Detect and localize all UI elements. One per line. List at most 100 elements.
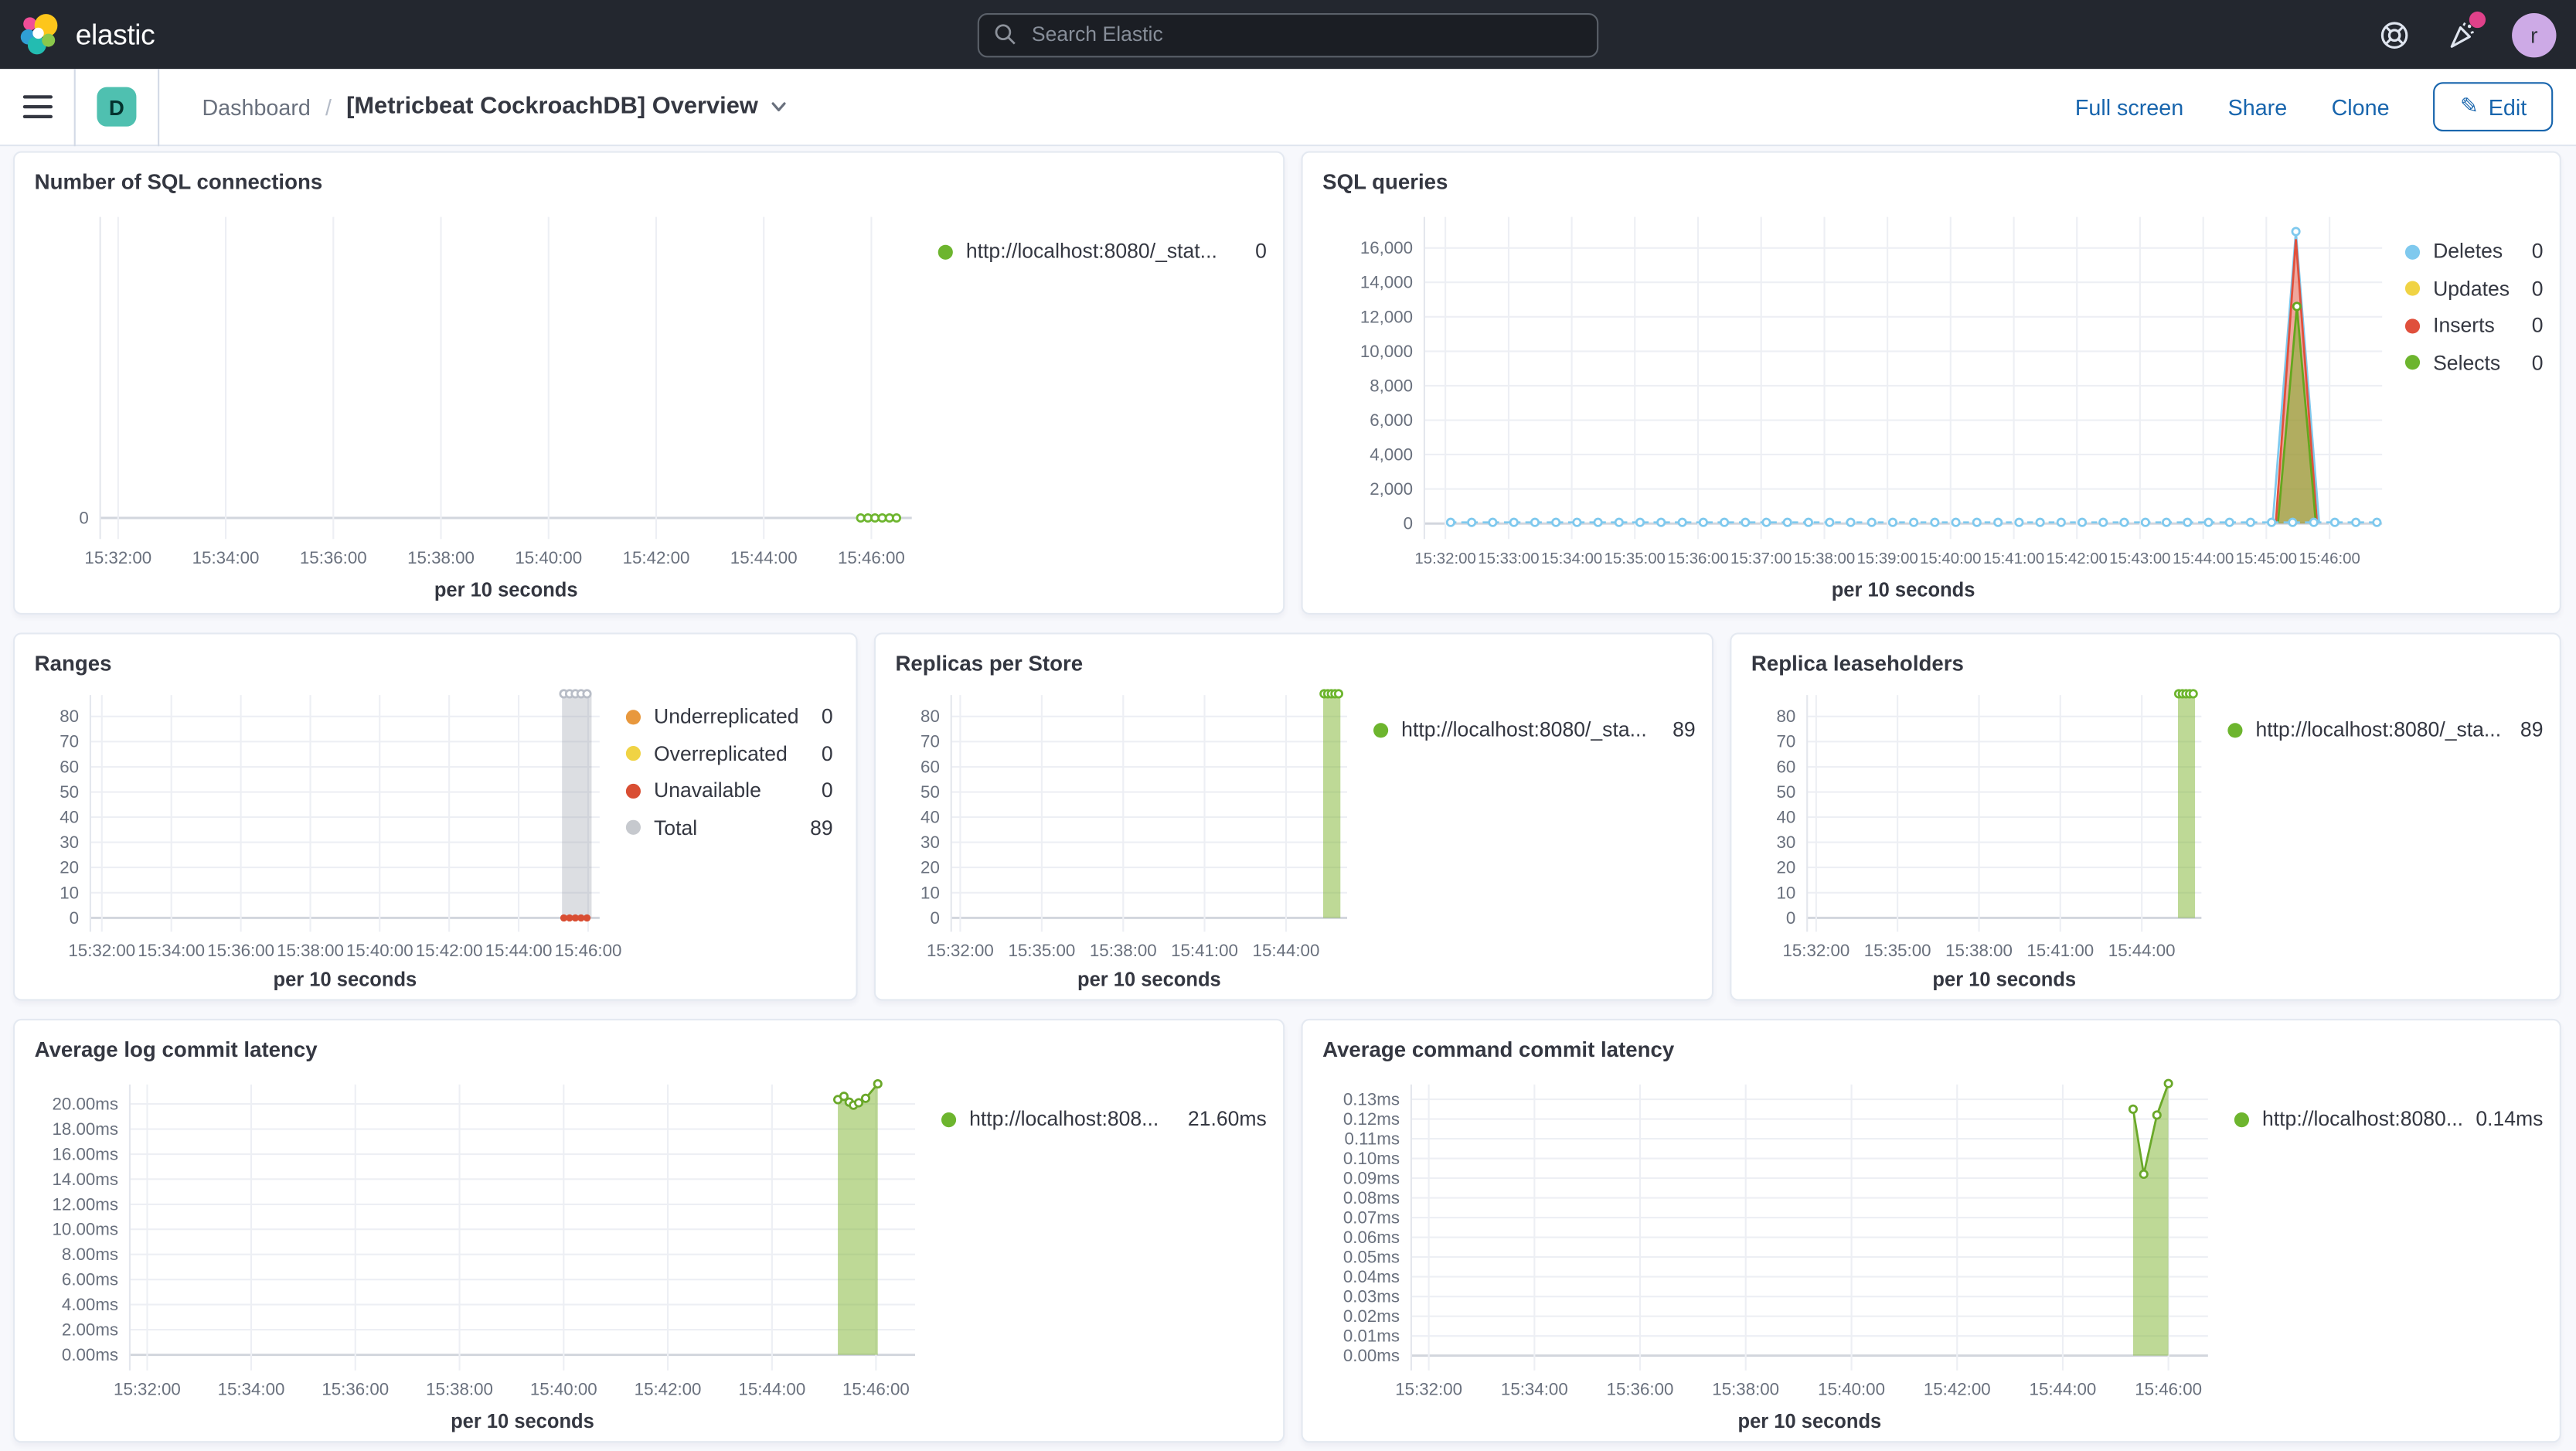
edit-button[interactable]: ✎ Edit [2433, 82, 2554, 132]
legend-item[interactable]: Inserts 0 [2404, 314, 2543, 337]
brand[interactable]: elastic [20, 13, 155, 56]
svg-text:50: 50 [60, 782, 79, 802]
svg-text:15:42:00: 15:42:00 [623, 548, 690, 567]
clone-button[interactable]: Clone [2331, 94, 2390, 120]
breadcrumb-dashboard[interactable]: Dashboard [202, 94, 311, 120]
svg-text:15:43:00: 15:43:00 [2109, 550, 2170, 567]
space-badge[interactable]: D [97, 87, 137, 127]
legend-item[interactable]: Unavailable 0 [625, 779, 833, 802]
svg-text:0.01ms: 0.01ms [1343, 1327, 1400, 1346]
panel-title: Replicas per Store [895, 650, 1084, 676]
panel-average-log-commit-latency: Average log commit latency 0.00ms 2.00ms 4… [13, 1018, 1285, 1443]
legend-item[interactable]: Total 89 [625, 816, 833, 840]
legend-color-dot [941, 1111, 957, 1127]
full-screen-button[interactable]: Full screen [2074, 94, 2184, 120]
search-input[interactable] [1028, 21, 1582, 48]
legend-item[interactable]: Selects 0 [2404, 350, 2543, 374]
chart-canvas[interactable]: 0 2,000 4,000 6,000 8,000 10,000 12,000 14,000 1… [1322, 204, 2392, 605]
legend-label: http://localhost:808... [969, 1107, 1159, 1131]
page-title[interactable]: [Metricbeat CockroachDB] Overview [346, 94, 789, 120]
newsfeed-button[interactable] [2445, 11, 2486, 51]
legend-value: 0 [2531, 240, 2544, 264]
svg-text:15:40:00: 15:40:00 [515, 548, 582, 567]
svg-text:40: 40 [920, 808, 940, 827]
svg-text:15:46:00: 15:46:00 [838, 548, 905, 567]
brand-name: elastic [75, 17, 155, 50]
svg-text:15:32:00: 15:32:00 [1395, 1380, 1462, 1399]
svg-text:0.13ms: 0.13ms [1343, 1089, 1400, 1109]
svg-text:80: 80 [60, 707, 79, 726]
legend-item[interactable]: http://localhost:8080/_stat... 0 [938, 240, 1267, 263]
legend-label: Deletes [2433, 240, 2503, 264]
panel-replicas-per-store: Replicas per Store 0 10 20 30 40 50 60 70 80 15:3… [873, 632, 1714, 1001]
menu-button[interactable] [22, 95, 53, 119]
global-search[interactable] [977, 12, 1599, 57]
legend-item[interactable]: http://localhost:8080/_sta... 89 [1373, 718, 1696, 741]
svg-text:10.00ms: 10.00ms [53, 1220, 119, 1239]
chart-canvas[interactable]: 0 10 20 30 40 50 60 70 80 15:32:00 15:35:00 15:38:0… [895, 685, 1360, 994]
chart-canvas[interactable]: 0 10 20 30 40 50 60 70 80 15:32:00 15:34:00 15:36:0… [35, 685, 621, 994]
svg-text:30: 30 [920, 833, 940, 852]
svg-text:2,000: 2,000 [1370, 479, 1413, 499]
chart-legend: Deletes 0 Updates 0 Inserts 0 Selects 0 [2404, 204, 2544, 605]
svg-text:15:33:00: 15:33:00 [1478, 550, 1539, 567]
chart-canvas[interactable]: 0.00ms 2.00ms 4.00ms 6.00ms 8.00ms 10.00ms 12.… [35, 1071, 928, 1436]
panel-title: Number of SQL connections [34, 169, 323, 194]
edit-button-label: Edit [2488, 94, 2527, 120]
global-header: elastic [0, 0, 2576, 70]
svg-text:60: 60 [920, 757, 940, 776]
chart-legend: http://localhost:8080... 0.14ms [2234, 1071, 2543, 1436]
svg-text:16.00ms: 16.00ms [53, 1144, 119, 1163]
svg-text:10,000: 10,000 [1360, 342, 1413, 361]
svg-text:0: 0 [1404, 514, 1413, 533]
share-button[interactable]: Share [2227, 94, 2288, 120]
svg-text:15:41:00: 15:41:00 [1983, 550, 2044, 567]
svg-text:20.00ms: 20.00ms [53, 1094, 119, 1113]
svg-text:15:36:00: 15:36:00 [1667, 550, 1728, 567]
svg-text:15:44:00: 15:44:00 [2030, 1380, 2097, 1399]
svg-text:12,000: 12,000 [1360, 307, 1413, 326]
legend-label: Selects [2433, 350, 2501, 374]
svg-text:15:40:00: 15:40:00 [1818, 1380, 1885, 1399]
svg-text:15:42:00: 15:42:00 [416, 941, 483, 960]
svg-text:15:34:00: 15:34:00 [138, 941, 205, 960]
chart-canvas[interactable]: 0.00ms0.01ms0.02ms0.03ms0.04ms0.05ms0.06… [1322, 1071, 2221, 1436]
svg-text:8,000: 8,000 [1370, 376, 1413, 395]
svg-text:15:42:00: 15:42:00 [2047, 550, 2108, 567]
svg-text:80: 80 [1777, 707, 1796, 726]
breadcrumb: Dashboard / [Metricbeat CockroachDB] Ove… [202, 94, 789, 120]
panel-title: SQL queries [1322, 169, 1448, 194]
chart-canvas[interactable]: 0 10 20 30 40 50 60 70 80 15:32:00 15:35:00 15:38:0… [1751, 685, 2214, 994]
legend-color-dot [2404, 318, 2421, 333]
svg-text:15:44:00: 15:44:00 [730, 548, 798, 567]
help-button[interactable] [2377, 18, 2411, 51]
legend-label: Total [654, 816, 698, 840]
svg-text:15:44:00: 15:44:00 [485, 941, 553, 960]
legend-item[interactable]: Underreplicated 0 [625, 705, 833, 728]
svg-text:15:38:00: 15:38:00 [1090, 941, 1157, 960]
svg-text:20: 20 [1777, 858, 1796, 877]
legend-item[interactable]: http://localhost:808... 21.60ms [941, 1107, 1267, 1131]
legend-item[interactable]: Overreplicated 0 [625, 741, 833, 765]
legend-item[interactable]: Deletes 0 [2404, 240, 2544, 264]
svg-text:16,000: 16,000 [1360, 238, 1413, 257]
svg-text:14.00ms: 14.00ms [53, 1170, 119, 1189]
chart-canvas[interactable]: 0 15:32:00 15:34:00 15:36:00 15:38:00 15:40:0… [35, 204, 925, 605]
svg-text:0.06ms: 0.06ms [1343, 1228, 1400, 1247]
legend-label: http://localhost:8080/_sta... [1401, 717, 1647, 741]
svg-text:15:36:00: 15:36:00 [300, 548, 367, 567]
user-avatar[interactable]: r [2512, 12, 2557, 57]
chart-legend: http://localhost:8080/_sta... 89 [2227, 685, 2543, 994]
legend-item[interactable]: http://localhost:8080/_sta... 89 [2227, 718, 2543, 741]
legend-color-dot [2404, 281, 2421, 296]
breadcrumb-separator: / [325, 94, 332, 120]
svg-text:50: 50 [1777, 782, 1796, 802]
legend-value: 0 [2531, 277, 2544, 300]
legend-item[interactable]: http://localhost:8080... 0.14ms [2234, 1108, 2543, 1130]
svg-text:60: 60 [60, 757, 79, 776]
svg-text:0: 0 [70, 908, 79, 928]
svg-text:15:32:00: 15:32:00 [927, 941, 994, 960]
svg-text:0.00ms: 0.00ms [62, 1345, 118, 1364]
legend-item[interactable]: Updates 0 [2404, 277, 2544, 300]
legend-value: 0 [821, 741, 833, 765]
